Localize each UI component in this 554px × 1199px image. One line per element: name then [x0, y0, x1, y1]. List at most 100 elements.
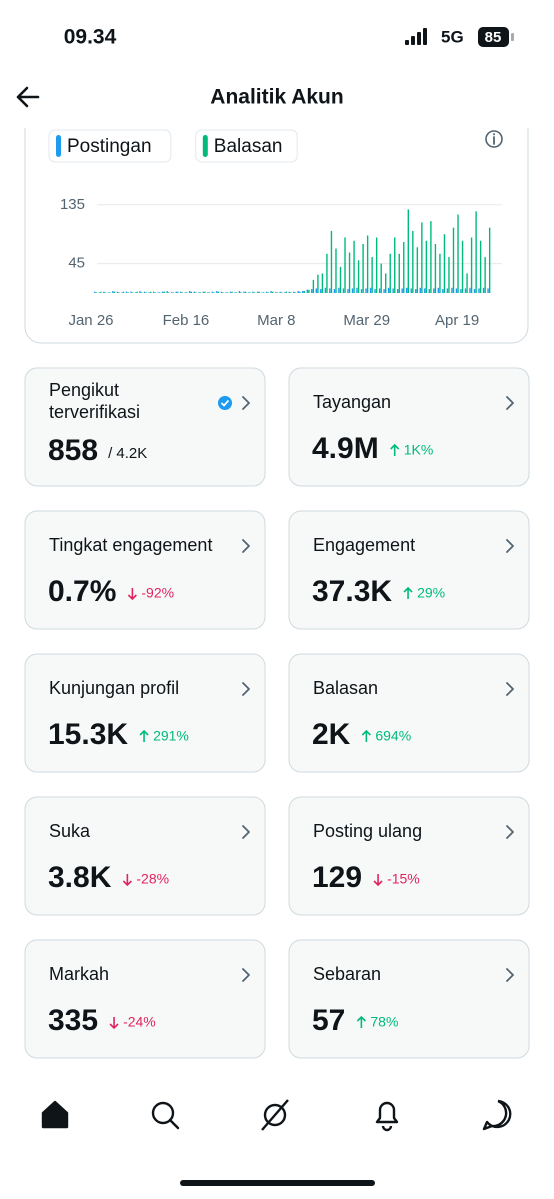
bar — [204, 291, 206, 293]
bar — [148, 292, 150, 293]
nav-search[interactable] — [151, 1101, 180, 1130]
bar — [448, 257, 450, 293]
bar — [193, 291, 195, 293]
card-change: 694% — [375, 728, 411, 744]
bar — [288, 291, 290, 293]
bar — [222, 292, 224, 293]
bar — [180, 291, 182, 293]
legend-item[interactable] — [48, 129, 172, 163]
card-title: Sebaran — [313, 964, 381, 984]
bar — [294, 292, 296, 293]
bar — [428, 289, 430, 293]
bar — [437, 287, 440, 293]
card-title-line: Pengikut — [49, 380, 119, 400]
bar — [398, 253, 400, 293]
back-button[interactable] — [16, 86, 40, 108]
bar — [244, 291, 247, 293]
bar — [216, 291, 218, 293]
bar — [94, 291, 96, 293]
nav-messages[interactable] — [482, 1099, 512, 1131]
battery — [478, 27, 509, 47]
card-value: 129 — [312, 861, 362, 894]
bar — [159, 292, 161, 293]
bar — [199, 292, 202, 293]
bar — [195, 292, 197, 293]
bar — [112, 291, 114, 293]
bar — [98, 292, 101, 293]
card-value: 3.8K — [48, 861, 112, 894]
card-change: -15% — [387, 871, 420, 887]
bar — [479, 240, 482, 293]
bar — [297, 291, 299, 293]
bottom-nav — [41, 1099, 512, 1132]
bar — [466, 273, 468, 293]
bar — [473, 289, 476, 293]
legend-swatch — [202, 135, 208, 157]
stat-card[interactable] — [24, 796, 266, 916]
nav-notifications[interactable] — [375, 1101, 399, 1132]
bar — [100, 291, 102, 293]
bar — [118, 292, 120, 293]
bar — [374, 289, 376, 293]
header-bg — [0, 0, 554, 128]
bar — [247, 292, 250, 293]
stat-card[interactable] — [288, 939, 530, 1059]
bar — [166, 291, 168, 293]
legend-label: Balasan — [214, 136, 283, 157]
bar — [168, 292, 170, 293]
chevron — [242, 396, 250, 410]
bar — [225, 292, 227, 293]
bar — [470, 237, 473, 293]
card-total: / 4.2K — [108, 445, 147, 462]
card-value: 858 — [48, 434, 98, 467]
nav-home[interactable] — [41, 1100, 69, 1129]
bar — [240, 292, 242, 293]
bar — [488, 227, 491, 293]
bar — [265, 291, 268, 293]
bar — [170, 292, 173, 293]
stat-card[interactable] — [288, 510, 530, 630]
bar — [113, 291, 116, 293]
card-value: 0.7% — [48, 575, 116, 608]
chevron — [506, 968, 514, 982]
bar — [451, 287, 453, 293]
bar — [433, 288, 435, 293]
bar — [249, 292, 251, 293]
stat-card[interactable] — [288, 653, 530, 773]
stat-card[interactable] — [24, 510, 266, 630]
bar — [175, 291, 177, 293]
bar — [443, 234, 446, 293]
bar — [484, 257, 486, 293]
bar — [317, 274, 319, 293]
card-value: 37.3K — [312, 575, 392, 608]
trend-arrow — [139, 729, 149, 742]
stat-card[interactable] — [24, 653, 266, 773]
legend-item[interactable] — [195, 129, 298, 163]
bar — [234, 292, 236, 293]
bar — [127, 292, 129, 293]
bar — [415, 289, 417, 293]
bar — [487, 288, 489, 293]
nav-grok[interactable] — [261, 1099, 289, 1131]
bar — [262, 292, 265, 293]
x-tick-label: Feb 16 — [163, 312, 210, 329]
bar — [351, 288, 354, 293]
bar — [143, 291, 146, 293]
stat-card[interactable] — [24, 939, 266, 1059]
bar — [235, 292, 238, 293]
verified-check — [220, 399, 230, 407]
verified-badge — [218, 396, 232, 410]
bar — [261, 292, 263, 293]
bar — [321, 273, 324, 293]
info-icon[interactable] — [485, 130, 503, 148]
card-title: Kunjungan profil — [49, 678, 179, 698]
bar — [324, 287, 327, 293]
bar — [362, 244, 364, 293]
card-change: 29% — [417, 585, 445, 601]
stat-card[interactable] — [288, 796, 530, 916]
stat-card[interactable] — [24, 367, 266, 487]
stat-card[interactable] — [288, 367, 530, 487]
network: 5G — [441, 27, 464, 46]
bar — [161, 291, 164, 293]
y-tick-label: 45 — [68, 255, 85, 272]
